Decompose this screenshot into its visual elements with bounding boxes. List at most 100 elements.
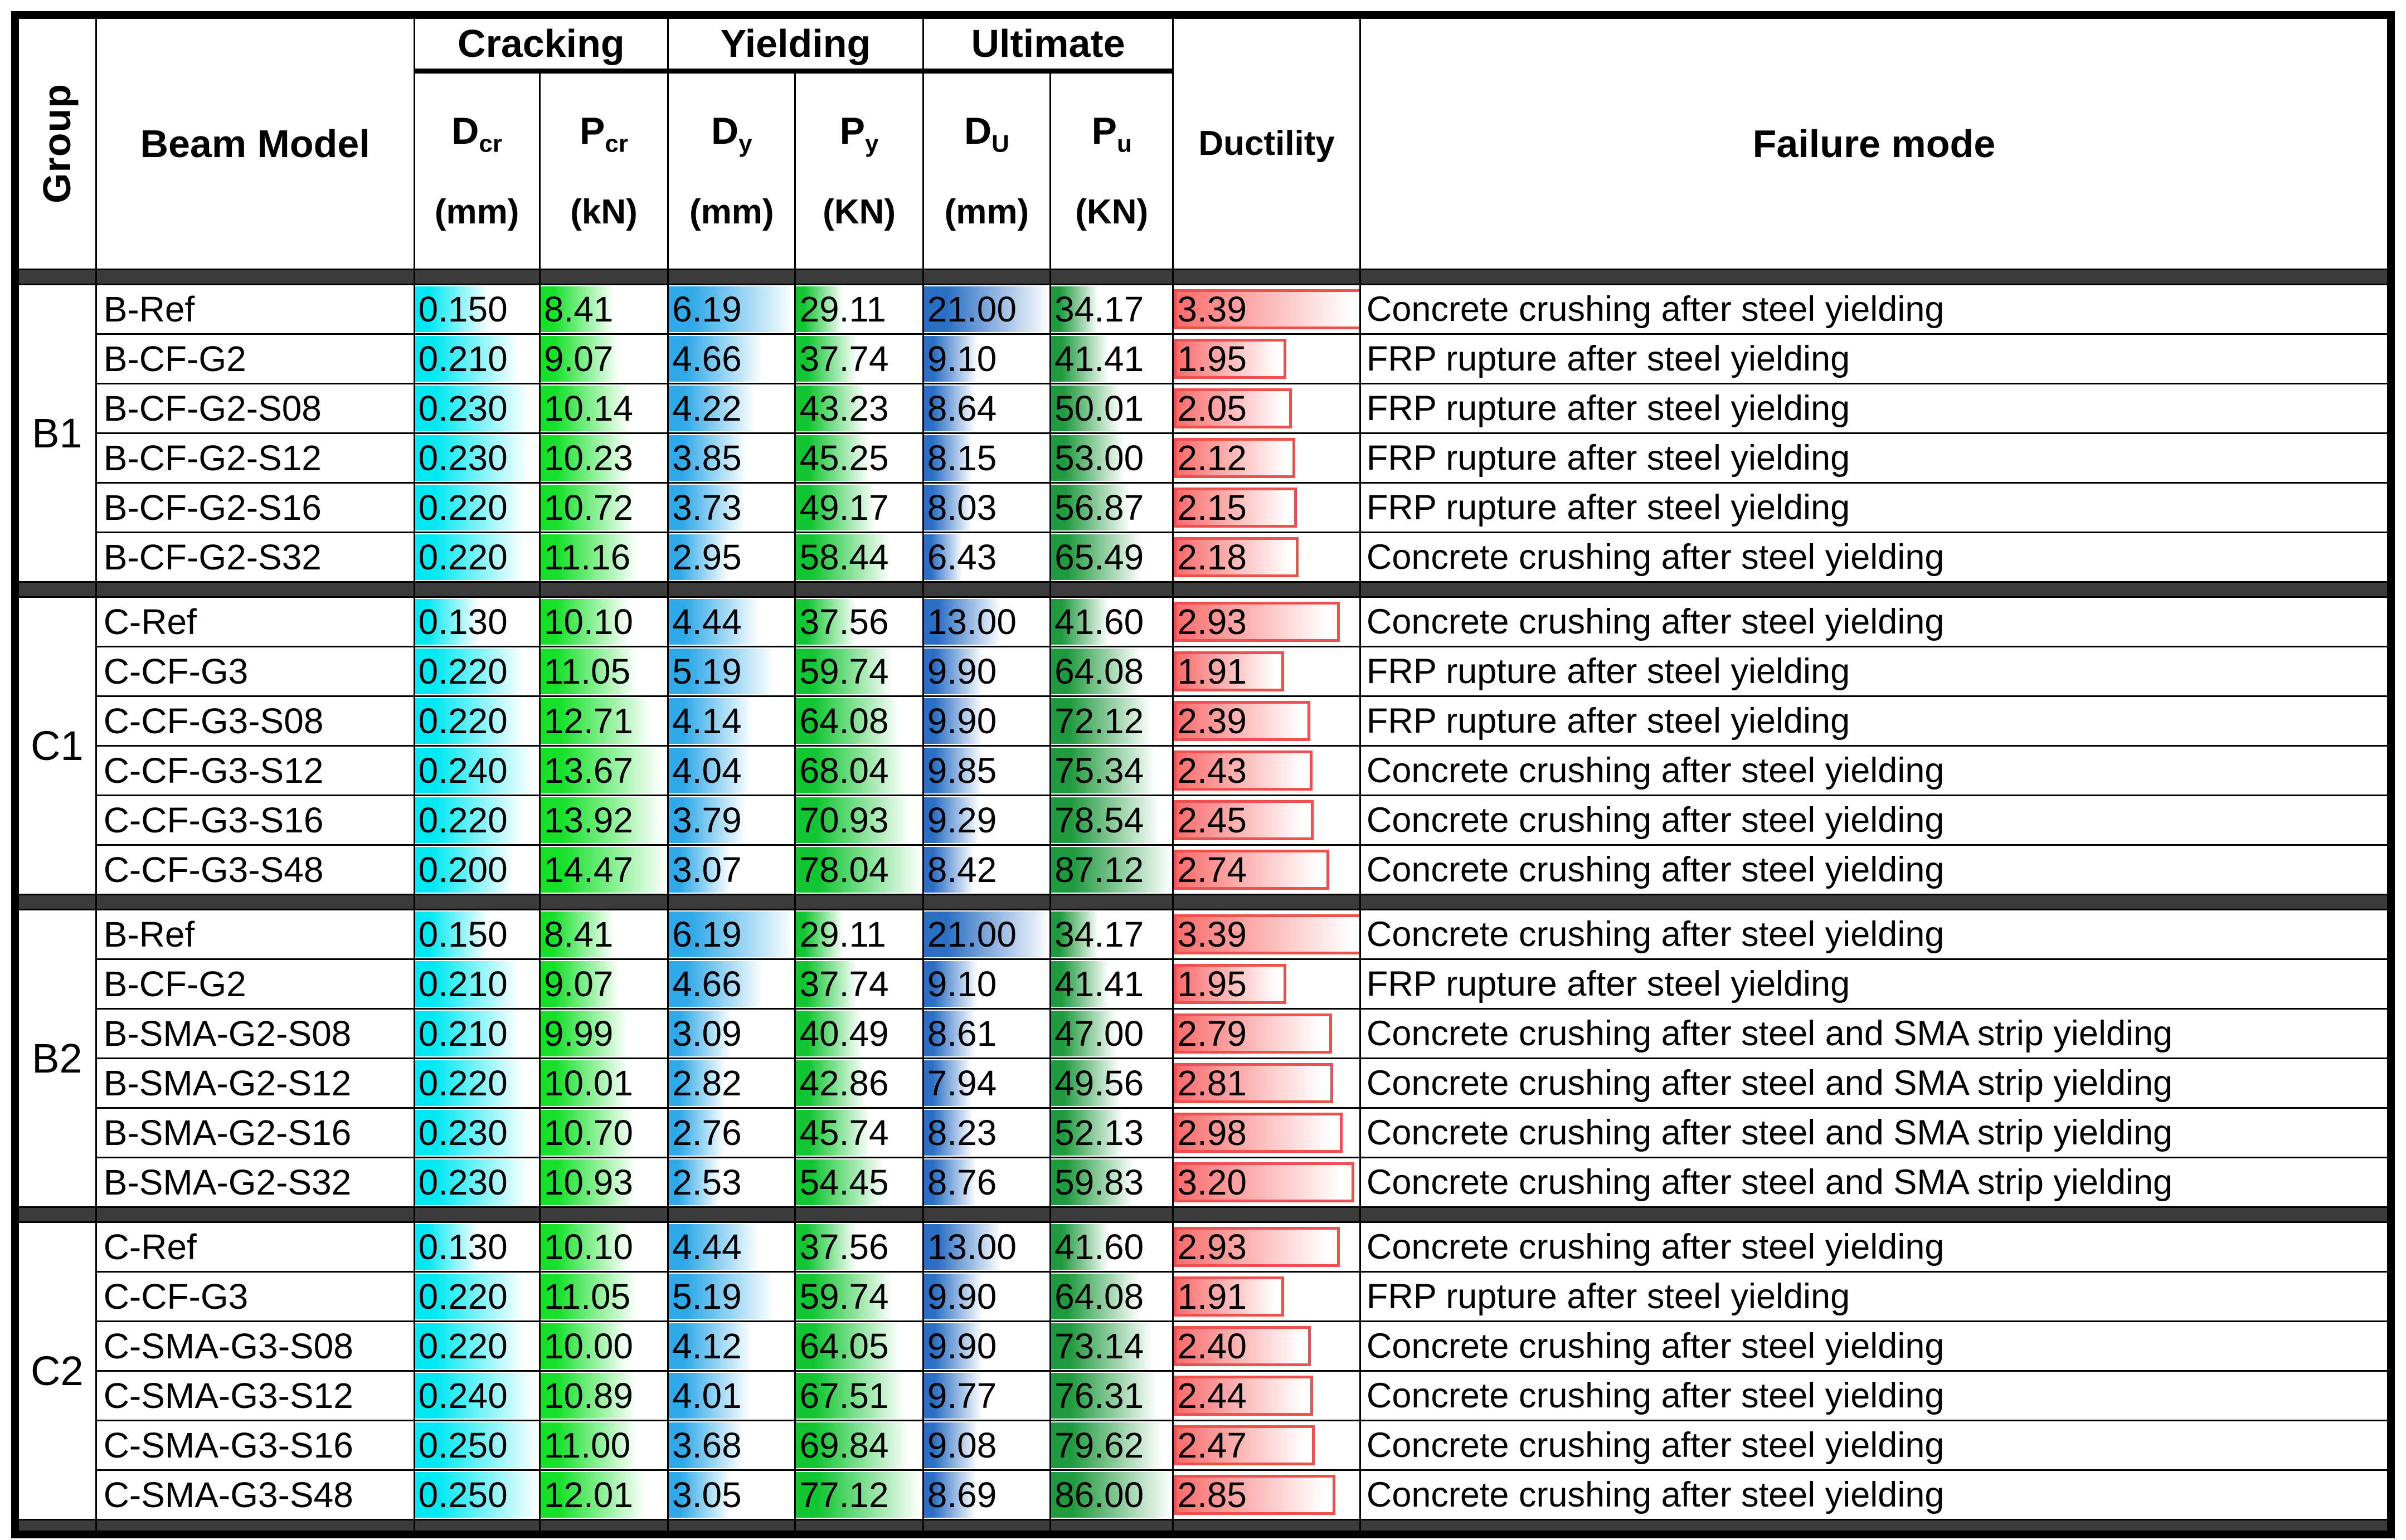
py-value: 49.17: [799, 487, 889, 528]
beam-model-cell: B-SMA-G2-S12: [95, 1057, 415, 1109]
pcr-data-bar: [541, 286, 614, 332]
py-cell: 45.25: [794, 432, 924, 484]
du-value: 8.15: [927, 437, 997, 478]
dcr-cell: 0.150: [413, 908, 541, 960]
pcr-cell-content: 10.23: [541, 435, 666, 481]
pu-cell-content: 72.12: [1052, 698, 1172, 744]
failure-mode-cell: FRP rupture after steel yielding: [1359, 432, 2392, 484]
py-cell: 43.23: [794, 382, 924, 434]
ductility-cell: 1.91: [1172, 645, 1361, 697]
pu-data-bar: [1052, 385, 1121, 431]
failure-mode-cell: Concrete crushing after steel and SMA st…: [1359, 1107, 2392, 1158]
failure-mode-cell: Concrete crushing after steel yielding: [1359, 1221, 2392, 1273]
pu-cell-content: 56.87: [1052, 484, 1172, 530]
dcr-cell: 0.210: [413, 333, 541, 384]
ductility-data-bar: [1174, 651, 1284, 691]
separator-cell: [667, 1518, 796, 1536]
py-cell-content: 59.74: [796, 1273, 921, 1319]
ductility-value: 2.93: [1177, 1226, 1247, 1267]
py-cell: 37.56: [794, 596, 924, 647]
dcr-value: 0.220: [418, 1063, 508, 1103]
pu-symbol-main: P: [1091, 109, 1117, 152]
du-cell-content: 21.00: [925, 286, 1049, 332]
py-data-bar: [796, 1372, 906, 1419]
pcr-cell-content: 9.99: [541, 1010, 666, 1056]
dcr-data-bar: [416, 961, 519, 1007]
dcr-cell-content: 0.150: [416, 286, 538, 332]
dcr-data-bar: [416, 846, 514, 893]
dcr-value: 0.230: [418, 437, 508, 478]
dcr-data-bar: [416, 385, 529, 431]
dy-value: 4.04: [672, 750, 742, 791]
dy-cell: 3.73: [667, 481, 796, 533]
dy-cell-content: 3.68: [669, 1422, 794, 1468]
table-row: C-SMA-G3-S48 0.250 12.01 3.05 77.12 8.69 86.00…: [15, 1469, 2392, 1520]
dcr-data-bar: [416, 648, 524, 694]
dy-cell: 6.19: [667, 283, 796, 335]
py-cell: 64.05: [794, 1320, 924, 1372]
pcr-value: 12.71: [543, 700, 633, 741]
ductility-cell: 2.93: [1172, 1221, 1361, 1273]
pu-data-bar: [1052, 1372, 1158, 1419]
pcr-data-bar: [541, 1159, 636, 1205]
beam-model-cell: B-SMA-G2-S08: [95, 1007, 415, 1059]
ductility-value: 2.93: [1177, 601, 1247, 642]
table-row: B2 B-Ref 0.150 8.41 6.19 29.11 21.00 34.17 3.39 C…: [14, 908, 2392, 1208]
pu-cell: 64.08: [1049, 1270, 1174, 1322]
dy-data-bar: [669, 1422, 744, 1468]
dcr-value: 0.200: [418, 849, 508, 890]
pcr-cell: 10.89: [538, 1370, 669, 1421]
pu-data-bar: [1052, 286, 1099, 332]
py-cell-content: 45.25: [796, 435, 921, 481]
pu-data-bar: [1052, 1471, 1171, 1518]
py-data-bar: [796, 286, 843, 332]
du-cell-content: 8.42: [925, 846, 1048, 893]
du-value: 9.10: [927, 338, 997, 379]
du-data-bar: [925, 435, 973, 481]
du-cell: 21.00: [922, 283, 1052, 335]
pu-value: 41.41: [1054, 338, 1144, 379]
group-separator-row: [14, 1518, 2392, 1536]
group-separator-row: [14, 1206, 2392, 1223]
dcr-cell: 0.130: [413, 596, 541, 647]
ductility-cell-content: 2.15: [1174, 484, 1358, 530]
dy-cell-content: 3.05: [669, 1471, 794, 1518]
pcr-data-bar: [541, 846, 667, 893]
pu-data-bar: [1052, 1109, 1124, 1156]
ductility-cell: 2.12: [1172, 432, 1361, 484]
pcr-cell-content: 10.70: [541, 1109, 666, 1156]
pcr-cell-content: 10.89: [541, 1372, 666, 1419]
du-cell: 8.15: [922, 432, 1052, 484]
py-cell-content: 70.93: [796, 797, 921, 843]
ductility-cell: 2.81: [1172, 1057, 1361, 1109]
pu-cell: 65.49: [1049, 531, 1174, 583]
pu-unit: (KN): [1075, 193, 1149, 232]
ductility-cell-content: 2.12: [1174, 435, 1358, 481]
py-cell: 58.44: [794, 531, 924, 583]
du-cell: 9.90: [922, 645, 1052, 697]
pcr-cell: 11.16: [538, 531, 669, 583]
dy-cell: 2.53: [667, 1156, 796, 1208]
cracking-span-header: Cracking: [413, 14, 669, 74]
py-data-bar: [796, 484, 876, 530]
beam-model-cell: B-CF-G2: [95, 333, 415, 384]
pcr-value: 10.14: [543, 388, 633, 428]
pu-cell-content: 47.00: [1052, 1010, 1172, 1056]
dcr-cell: 0.240: [413, 1370, 541, 1421]
py-cell: 42.86: [794, 1057, 924, 1109]
dy-cell-content: 5.19: [669, 648, 794, 694]
pcr-cell-content: 8.41: [541, 911, 666, 957]
py-value: 54.45: [799, 1162, 889, 1202]
du-value: 8.03: [927, 487, 997, 528]
pcr-cell: 12.71: [538, 695, 669, 747]
pu-cell-content: 65.49: [1052, 534, 1172, 580]
beam-model-cell: B-SMA-G2-S32: [95, 1156, 415, 1208]
separator-cell: [922, 1206, 1052, 1223]
dy-cell: 4.01: [667, 1370, 796, 1421]
dy-cell: 3.85: [667, 432, 796, 484]
pu-cell: 75.34: [1049, 744, 1174, 796]
du-symbol-sub: U: [991, 130, 1009, 158]
du-value: 8.76: [927, 1162, 997, 1202]
pcr-value: 10.10: [543, 601, 633, 642]
pcr-value: 10.23: [543, 437, 633, 478]
